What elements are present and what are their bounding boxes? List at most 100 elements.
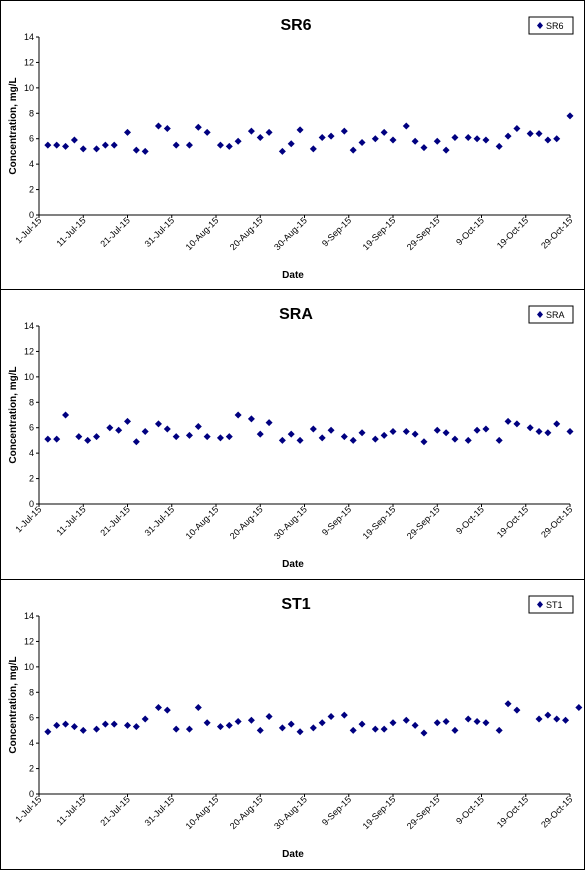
data-point [513, 706, 521, 714]
data-point [340, 433, 348, 441]
data-point [172, 433, 180, 441]
data-point [340, 711, 348, 719]
data-point [62, 720, 70, 728]
data-point [318, 719, 326, 727]
x-tick-label: 19-Oct-15 [495, 504, 530, 539]
data-point [247, 415, 255, 423]
data-point [84, 436, 92, 444]
data-point [566, 428, 574, 436]
data-point [389, 719, 397, 727]
data-point [327, 132, 335, 140]
data-point [93, 725, 101, 733]
y-tick-label: 10 [24, 83, 34, 93]
data-point [553, 715, 561, 723]
y-axis-title: Concentration, mg/L [8, 77, 19, 174]
data-point [154, 704, 162, 712]
y-tick-label: 8 [29, 108, 34, 118]
data-point [504, 700, 512, 708]
data-point [172, 141, 180, 149]
legend: SR6 [528, 16, 574, 35]
x-tick-label: 29-Sep-15 [405, 794, 442, 831]
data-point [132, 438, 140, 446]
data-point [110, 720, 118, 728]
data-point [402, 122, 410, 130]
data-point [442, 718, 450, 726]
data-point [349, 726, 357, 734]
x-tick-label: 21-Jul-15 [98, 794, 132, 828]
data-point [101, 720, 109, 728]
x-axis-title: Date [282, 270, 304, 281]
legend-label: SRA [546, 310, 565, 320]
data-point [433, 137, 441, 145]
data-point [132, 146, 140, 154]
y-tick-label: 14 [24, 32, 34, 42]
data-point [371, 435, 379, 443]
y-tick-label: 4 [29, 738, 34, 748]
data-point [265, 712, 273, 720]
data-point [154, 420, 162, 428]
data-point [185, 725, 193, 733]
data-point [566, 112, 574, 120]
data-point [544, 136, 552, 144]
y-tick-label: 0 [29, 789, 34, 799]
data-point [442, 146, 450, 154]
data-point [309, 145, 317, 153]
data-point [504, 417, 512, 425]
legend-marker [537, 601, 543, 608]
data-point [141, 147, 149, 155]
x-tick-label: 9-Sep-15 [320, 794, 353, 827]
x-tick-label: 10-Aug-15 [184, 215, 221, 252]
data-point [70, 723, 78, 731]
y-tick-label: 10 [24, 662, 34, 672]
data-point [389, 428, 397, 436]
data-point [464, 436, 472, 444]
data-point [535, 715, 543, 723]
data-point [225, 142, 233, 150]
data-point [124, 128, 131, 136]
data-point [411, 430, 419, 438]
data-point [451, 133, 459, 141]
data-point [433, 426, 441, 434]
data-point [380, 431, 388, 439]
data-point [464, 715, 472, 723]
data-point [411, 137, 419, 145]
legend-marker [537, 22, 543, 29]
y-tick-label: 10 [24, 372, 34, 382]
data-point [234, 411, 242, 419]
data-point [163, 125, 171, 133]
chart-title: ST1 [281, 596, 310, 613]
y-tick-label: 2 [29, 764, 34, 774]
data-point [265, 419, 273, 427]
x-tick-label: 11-Jul-15 [55, 504, 88, 537]
data-point [371, 725, 379, 733]
data-point [44, 141, 52, 149]
data-point [216, 141, 224, 149]
data-point [420, 144, 428, 152]
data-point [504, 132, 512, 140]
chart-title: SR6 [280, 17, 311, 34]
legend-box [528, 305, 574, 324]
data-point [203, 128, 211, 136]
data-point [44, 728, 52, 736]
data-point [575, 704, 583, 712]
data-point [411, 721, 419, 729]
data-point [124, 721, 131, 729]
data-point [402, 716, 410, 724]
data-point [473, 718, 481, 726]
data-point [358, 720, 366, 728]
x-tick-label: 20-Aug-15 [228, 215, 265, 252]
data-point [53, 721, 61, 729]
data-point [535, 130, 543, 138]
data-point [402, 428, 410, 436]
data-point [163, 706, 171, 714]
data-point [495, 726, 503, 734]
y-tick-label: 2 [29, 474, 34, 484]
data-point [203, 719, 211, 727]
data-point [141, 428, 149, 436]
data-point [75, 433, 83, 441]
x-tick-label: 29-Oct-15 [539, 794, 574, 829]
data-point [216, 434, 224, 442]
data-point [287, 430, 295, 438]
data-point [62, 411, 70, 419]
